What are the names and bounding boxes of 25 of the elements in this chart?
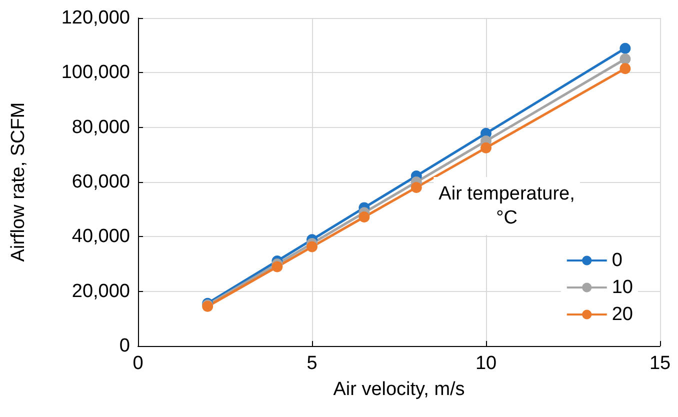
x-axis-title: Air velocity, m/s — [333, 379, 465, 400]
legend-title: Air temperature, °C — [438, 184, 575, 228]
point — [620, 63, 631, 74]
point — [358, 211, 370, 222]
legend-label: 10 — [612, 277, 634, 298]
point — [480, 142, 492, 154]
point — [306, 241, 318, 252]
x-tick-label: 15 — [649, 353, 671, 374]
y-tick-label: 20,000 — [72, 280, 130, 302]
y-tick-label: 60,000 — [72, 172, 130, 192]
y-axis-title: Airflow rate, SCFM — [8, 102, 29, 262]
point — [272, 261, 283, 272]
y-tick-label: 120,000 — [61, 8, 130, 28]
legend-label: 20 — [612, 304, 634, 325]
y-tick-label: 100,000 — [61, 62, 130, 84]
y-tick-label: 0 — [119, 336, 130, 356]
legend-label: 0 — [612, 250, 622, 271]
x-tick-label: 5 — [306, 353, 318, 374]
point — [620, 42, 631, 54]
x-tick-label: 10 — [475, 353, 497, 374]
y-tick-label: 40,000 — [72, 226, 130, 248]
point — [410, 182, 422, 193]
y-tick-label: 80,000 — [72, 116, 130, 138]
point — [620, 54, 631, 64]
x-tick-label: 0 — [132, 353, 144, 374]
